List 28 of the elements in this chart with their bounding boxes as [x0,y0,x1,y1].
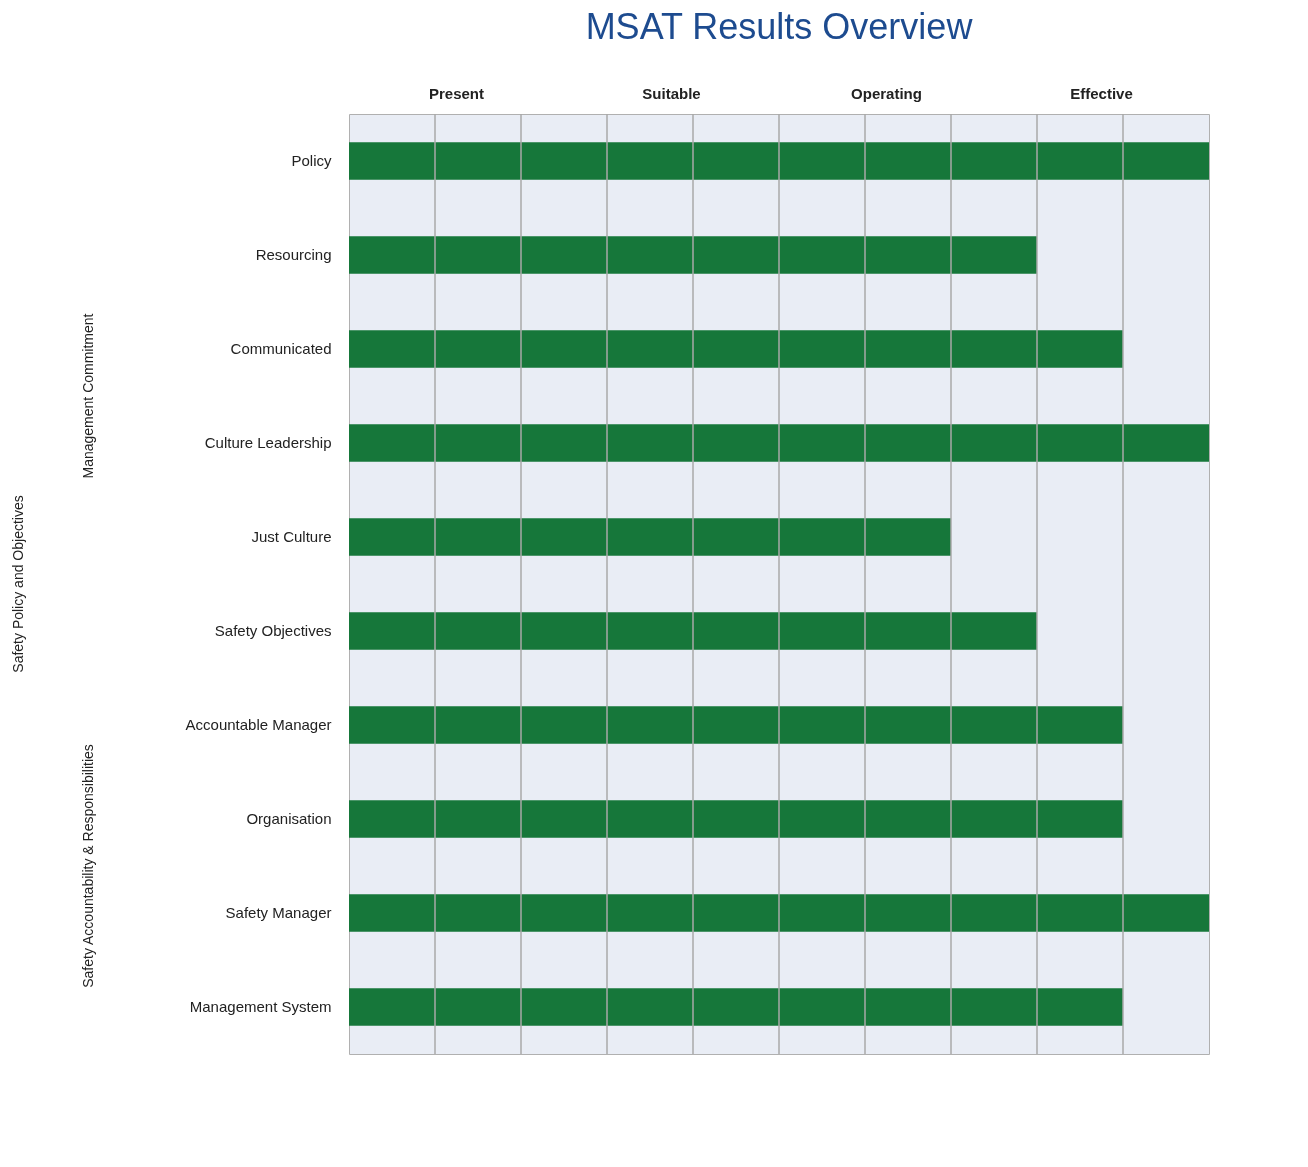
text: Safety Policy and Objectives [10,495,26,673]
text: Management Commitment [80,313,96,479]
y-tick-label: Accountable Manager [185,716,332,733]
y-tick-label: Organisation [246,810,332,827]
y-tick-label: Management System [189,998,332,1015]
bar [349,330,1123,368]
text: Safety Accountability & Responsibilities [80,744,96,988]
text: Present [428,85,485,102]
y-tick-label: Safety Manager [225,904,332,921]
y-tick-label: Safety Objectives [214,622,332,639]
bar [349,800,1123,838]
bar [349,142,1209,180]
y-tick-label: Policy [291,152,332,169]
y-tick-label: Communicated [230,340,332,357]
bar [349,988,1123,1026]
bar [349,706,1123,744]
y-tick-label: Culture Leadership [204,434,332,451]
y-tick-label: Just Culture [251,528,332,545]
bar [349,894,1209,932]
chart-title: MSAT Results Overview [585,6,974,47]
text: Operating [851,85,922,102]
bar [349,612,1037,650]
bar [349,518,951,556]
bar [349,236,1037,274]
bar [349,424,1209,462]
text: Suitable [642,85,701,102]
y-tick-label: Resourcing [255,246,332,263]
text: Effective [1070,85,1133,102]
